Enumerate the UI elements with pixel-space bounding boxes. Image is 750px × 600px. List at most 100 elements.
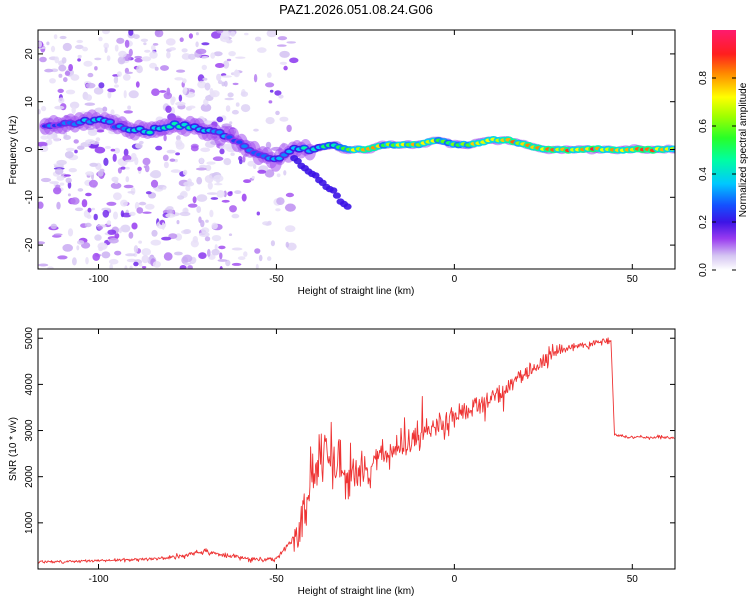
spectrogram-noise-blob	[200, 147, 211, 153]
spectrogram-noise-blob	[110, 148, 116, 152]
spectrogram-noise-blob	[133, 245, 139, 253]
spectrogram-noise-blob	[226, 58, 232, 62]
spectrogram-noise-blob	[289, 57, 299, 64]
spectrogram-noise-blob	[269, 89, 274, 93]
spectrogram-noise-blob	[211, 222, 218, 230]
spectrogram-noise-blob	[53, 233, 63, 236]
spectrogram-noise-blob	[108, 237, 119, 244]
spectrogram-noise-blob	[93, 213, 98, 221]
spectrogram-noise-blob	[174, 251, 183, 256]
spectrogram-branch-blob	[343, 203, 352, 210]
spectrogram-noise-blob	[128, 90, 139, 99]
spectrogram-noise-blob	[174, 77, 184, 81]
spectrogram-noise-blob	[229, 121, 233, 125]
spectrogram-noise-blob	[175, 101, 186, 106]
spectrogram-noise-blob	[131, 222, 138, 230]
spectrogram-noise-blob	[133, 261, 139, 267]
spectrogram-noise-blob	[150, 239, 162, 246]
spectrogram-noise-blob	[74, 207, 84, 212]
spectrogram-noise-blob	[213, 51, 223, 57]
spectrogram-noise-blob	[104, 145, 111, 149]
spectrogram-noise-blob	[39, 56, 47, 63]
spectrogram-noise-blob	[128, 231, 134, 239]
spectrogram-noise-blob	[110, 109, 115, 116]
spectrogram-noise-blob	[182, 169, 188, 176]
spectrogram-noise-blob	[163, 252, 173, 261]
spectrogram-noise-blob	[204, 236, 211, 242]
spectrogram-noise-blob	[40, 177, 52, 183]
spectrogram-noise-blob	[125, 166, 130, 170]
spectrogram-noise-blob	[134, 55, 143, 59]
spectrogram-noise-blob	[205, 219, 209, 223]
spectrogram-y-tick-label: 0	[24, 146, 35, 152]
spectrogram-noise-blob	[46, 133, 54, 140]
spectrogram-noise-blob	[183, 262, 192, 266]
spectrogram-ridge	[39, 109, 675, 210]
spectrogram-noise-blob	[77, 145, 85, 150]
spectrogram-noise-blob	[276, 197, 285, 206]
spectrogram-noise-blob	[133, 34, 140, 39]
spectrogram-noise-blob	[38, 241, 46, 245]
spectrogram-noise-blob	[214, 183, 223, 186]
spectrogram-noise-blob	[163, 134, 167, 142]
spectrogram-noise-blob	[240, 91, 249, 97]
spectrogram-noise-blob	[70, 74, 80, 81]
spectrogram-noise-blob	[113, 211, 118, 220]
spectrogram-noise-blob	[62, 42, 72, 52]
spectrogram-noise-blob	[89, 162, 98, 167]
spectrogram-noise-blob	[168, 47, 176, 51]
spectrogram-noise-blob	[196, 176, 203, 185]
spectrogram-noise-blob	[160, 65, 169, 71]
spectrogram-noise-blob	[64, 151, 74, 159]
spectrogram-noise-blob	[179, 211, 191, 217]
spectrogram-noise-blob	[74, 149, 78, 154]
spectrogram-noise-blob	[106, 55, 111, 62]
spectrogram-noise-blob	[113, 192, 122, 201]
spectrogram-noise-blob	[94, 66, 98, 71]
spectrogram-y-axis: -20 -10 0 10 20	[24, 48, 675, 252]
spectrogram-noise-blob	[188, 105, 196, 109]
spectrogram-noise-blob	[162, 187, 167, 190]
spectrogram-noise-blob	[217, 259, 228, 262]
spectrogram-noise-blob	[69, 101, 80, 109]
spectrogram-branch-blob	[311, 172, 320, 179]
spectrogram-noise-blob	[207, 181, 213, 190]
spectrogram-noise-blob	[85, 82, 96, 89]
spectrogram-noise-blob	[107, 88, 116, 93]
snr-x-tick-label: 0	[452, 574, 458, 585]
spectrogram-noise-blob	[152, 261, 161, 268]
spectrogram-noise-blob	[267, 256, 272, 261]
spectrogram-noise-blob	[38, 109, 41, 115]
spectrogram-noise-blob	[118, 227, 122, 234]
spectrogram-noise-blob	[73, 139, 79, 144]
spectrogram-noise-blob	[64, 70, 71, 76]
spectrogram-noise-blob	[55, 168, 64, 175]
spectrogram-noise-blob	[274, 90, 282, 96]
spectrogram-noise-blob	[211, 235, 222, 242]
spectrogram-ridge-core	[286, 149, 293, 154]
spectrogram-noise-blob	[161, 236, 172, 241]
spectrogram-noise-blob	[231, 262, 242, 266]
spectrogram-noise-blob	[57, 255, 68, 260]
spectrogram-ridge-core	[216, 130, 223, 134]
snr-x-axis: -100 -50 0 50	[88, 329, 638, 585]
spectrogram-noise-blob	[201, 42, 210, 46]
spectrogram-noise-blob	[98, 246, 104, 252]
spectrogram-noise-blob	[123, 110, 133, 114]
spectrogram-noise-blob	[212, 156, 224, 161]
spectrogram-noise-blob	[139, 263, 143, 267]
spectrogram-noise-blob	[215, 63, 225, 68]
spectrogram-noise-blob	[63, 135, 71, 140]
spectrogram-noise-blob	[165, 105, 172, 113]
spectrogram-noise-blob	[53, 137, 61, 142]
spectrogram-noise-blob	[70, 197, 80, 205]
spectrogram-noise-blob	[166, 209, 174, 215]
spectrogram-noise-blob	[206, 192, 218, 195]
spectrogram-noise-blob	[188, 53, 196, 60]
spectrogram-noise-blob	[45, 139, 53, 146]
spectrogram-noise-blob	[143, 42, 147, 46]
spectrogram-noise-blob	[145, 203, 155, 210]
spectrogram-noise-blob	[102, 106, 108, 112]
spectrogram-noise-blob	[223, 80, 228, 87]
spectrogram-noise-blob	[219, 252, 223, 260]
